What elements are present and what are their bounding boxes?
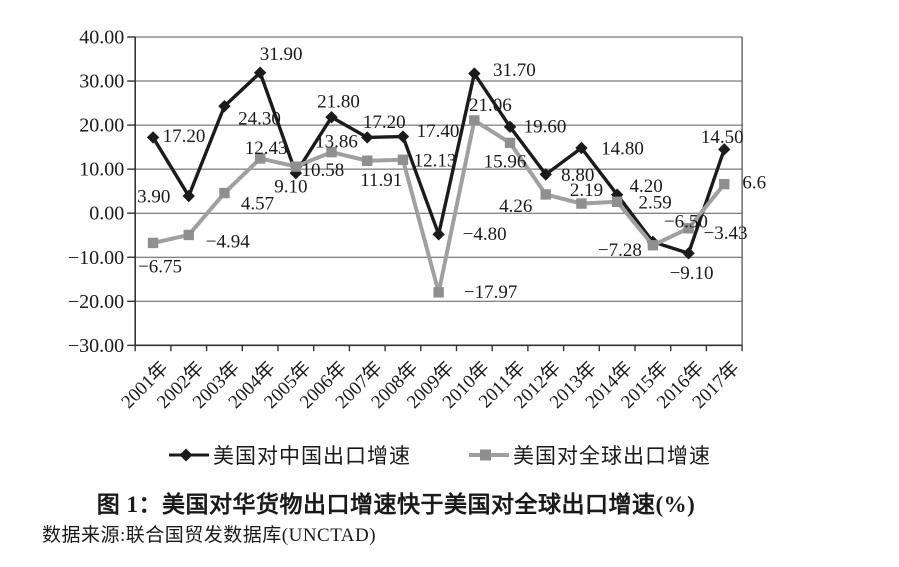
- data-label: 14.50: [701, 127, 744, 148]
- data-label: 4.20: [630, 176, 663, 197]
- legend-label-us-global: 美国对全球出口增速: [513, 444, 711, 468]
- data-point: [682, 247, 695, 260]
- data-point: [683, 223, 694, 234]
- data-point: [647, 240, 659, 251]
- data-label: 3.90: [137, 187, 170, 208]
- data-label: 12.43: [245, 138, 288, 159]
- data-label: 11.91: [360, 170, 402, 191]
- data-label: 17.40: [417, 121, 460, 142]
- data-point: [540, 189, 551, 200]
- legend-label-us-china: 美国对中国出口增速: [213, 444, 411, 468]
- data-label: 4.26: [499, 196, 532, 217]
- y-axis-label: 30.00: [79, 71, 124, 93]
- data-point: [468, 67, 481, 80]
- data-label: 31.70: [493, 60, 536, 81]
- data-point: [362, 155, 373, 166]
- figure-caption: 图 1：美国对华货物出口增速快于美国对全球出口增速(%): [96, 492, 696, 517]
- diamond-marker-icon: [169, 448, 209, 462]
- data-label: 8.80: [561, 165, 594, 186]
- data-point: [326, 146, 337, 158]
- data-label: 6.6: [742, 173, 766, 194]
- data-point: [469, 115, 480, 126]
- data-label: 9.10: [274, 177, 307, 198]
- data-label: −4.94: [206, 231, 250, 252]
- data-point: [576, 198, 587, 209]
- data-label: 14.80: [601, 139, 644, 160]
- y-axis-label: 10.00: [79, 159, 124, 181]
- y-axis-label: −20.00: [68, 291, 124, 313]
- data-point: [219, 187, 230, 199]
- data-label: 2.59: [639, 192, 672, 213]
- data-label: 12.13: [414, 150, 457, 171]
- data-label: 21.80: [317, 92, 360, 113]
- data-label: 19.60: [524, 116, 567, 137]
- data-label: 17.20: [163, 126, 206, 147]
- data-point: [147, 237, 159, 249]
- square-marker-icon: [469, 449, 509, 461]
- data-point: [253, 66, 267, 79]
- data-point: [432, 228, 445, 241]
- data-label: −17.97: [464, 282, 517, 303]
- data-point: [718, 143, 731, 156]
- data-point: [183, 229, 194, 241]
- data-label: 21.06: [469, 95, 512, 116]
- data-label: −6.50: [664, 211, 708, 232]
- data-point: [290, 161, 302, 172]
- legend-item-us-china: 美国对中国出口增速: [169, 440, 411, 470]
- data-label: 31.90: [260, 44, 303, 65]
- data-label: 13.86: [315, 132, 358, 153]
- y-axis-label: 40.00: [79, 27, 124, 49]
- data-point: [218, 99, 231, 113]
- data-point: [503, 120, 517, 134]
- data-label: 10.58: [301, 160, 344, 181]
- data-label: 17.20: [363, 112, 406, 133]
- data-source-note: 数据来源:联合国贸发数据库(UNCTAD): [42, 525, 377, 546]
- data-point: [539, 168, 552, 181]
- y-axis-label: −30.00: [68, 335, 124, 357]
- y-axis-label: −10.00: [68, 247, 124, 269]
- y-axis-label: 20.00: [79, 115, 124, 137]
- data-label: −7.28: [598, 240, 642, 261]
- data-point: [397, 154, 409, 165]
- data-point: [396, 130, 410, 143]
- line-chart: 40.00 30.00 20.00 10.00 0.00 −10.00 −20.00 −30.…: [68, 27, 766, 413]
- data-label: −4.80: [463, 224, 507, 245]
- data-label: −6.75: [138, 256, 182, 277]
- data-point: [182, 189, 195, 203]
- data-point: [325, 110, 338, 124]
- data-point: [719, 178, 730, 190]
- data-point: [575, 141, 588, 155]
- data-point: [504, 137, 516, 149]
- data-point: [146, 131, 160, 144]
- data-point: [361, 131, 374, 144]
- data-point: [433, 287, 444, 298]
- data-label: 24.30: [238, 109, 281, 130]
- data-label: −3.43: [704, 223, 748, 244]
- y-axis-label: 0.00: [89, 203, 124, 225]
- data-point: [611, 196, 623, 207]
- data-point: [254, 153, 266, 164]
- data-label: −9.10: [670, 263, 714, 284]
- data-label: 2.19: [570, 180, 603, 201]
- chart-legend: 美国对中国出口增速 美国对全球出口增速: [0, 440, 880, 470]
- legend-item-us-global: 美国对全球出口增速: [469, 440, 711, 470]
- data-label: 4.57: [241, 194, 274, 215]
- data-label: 15.96: [484, 151, 527, 172]
